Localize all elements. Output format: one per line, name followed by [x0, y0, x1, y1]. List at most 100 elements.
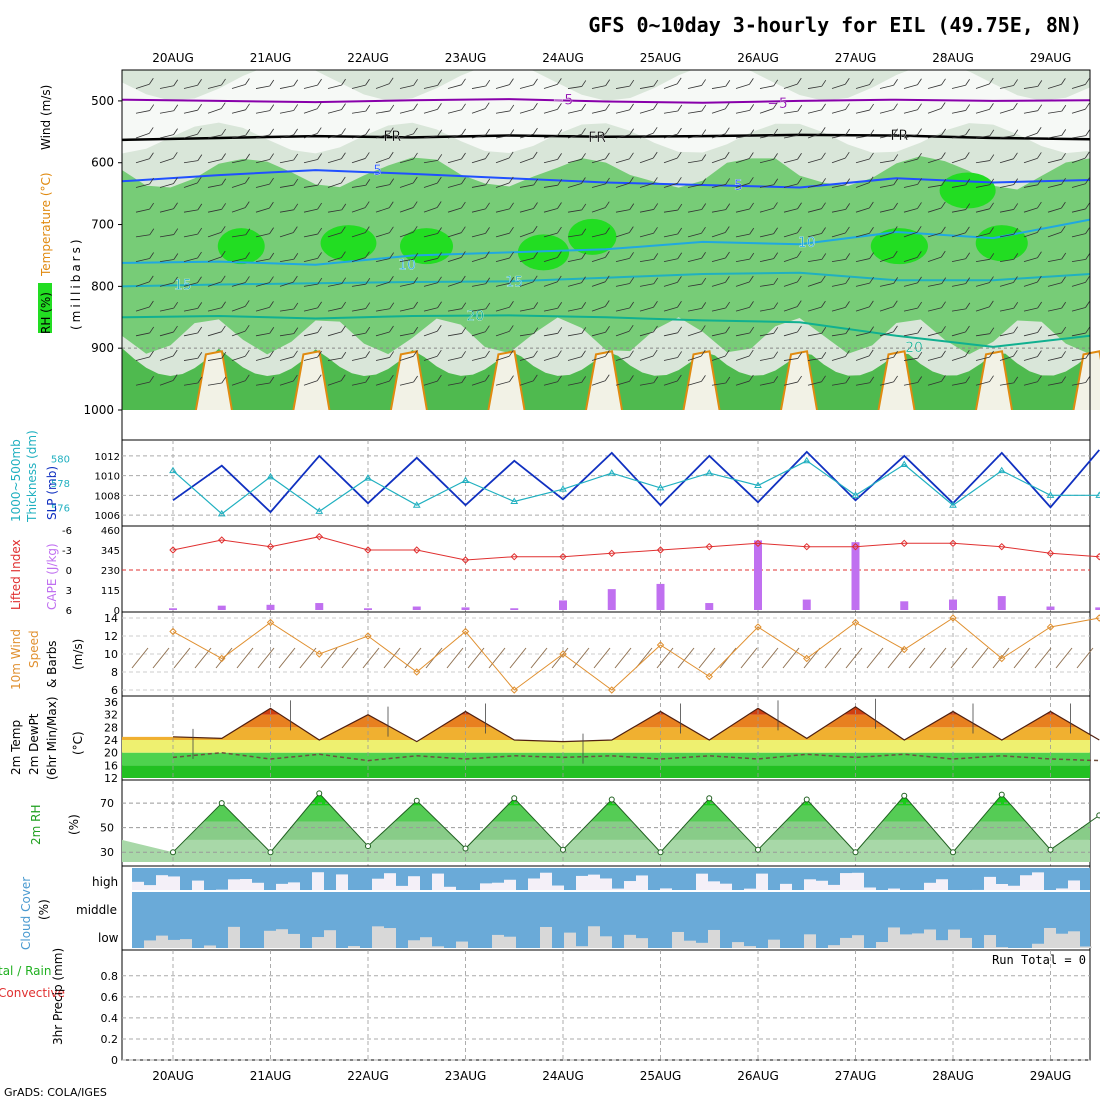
- wind-barb: [879, 381, 894, 386]
- surface-heating-contour: [975, 350, 1013, 411]
- wind-barb: [783, 158, 798, 164]
- temp2m-tick-36: 36: [104, 696, 118, 709]
- wind-barb-flag: [557, 301, 563, 309]
- wind-barb: [855, 207, 870, 213]
- cape-bar: [315, 603, 324, 610]
- wind-barb-flag: [1036, 226, 1042, 233]
- wind-barb-flag: [244, 201, 250, 208]
- wind-barb-flag: [317, 178, 323, 186]
- cloud-middle-label: middle: [76, 903, 117, 917]
- wind-barb-flag: [581, 276, 586, 284]
- li-point: [900, 539, 908, 548]
- thickness-point: [1046, 491, 1055, 498]
- wind-barb: [423, 282, 438, 287]
- wind-barb: [471, 158, 486, 164]
- contour-label-−5: −5: [553, 93, 574, 109]
- wind-barb: [759, 283, 774, 287]
- wind-barb: [975, 160, 990, 164]
- wind-barb-flag: [796, 300, 802, 307]
- cloud-high-gap: [816, 880, 828, 890]
- cloud-low-gap: [156, 935, 168, 948]
- cloud-low-gap: [696, 942, 708, 948]
- cape-bar: [364, 608, 372, 610]
- wind-barb: [375, 184, 390, 188]
- wind-barb: [159, 259, 174, 263]
- wind-barb-flag: [509, 251, 514, 259]
- wind-barb: [807, 306, 822, 312]
- wind-barb-flag: [485, 227, 490, 234]
- wind-barb: [1047, 258, 1062, 263]
- wind-barb: [663, 83, 678, 89]
- wind-barb: [807, 85, 822, 89]
- wind-barb: [783, 256, 798, 263]
- cloud-high-gap: [192, 880, 204, 890]
- wind-barb: [687, 380, 702, 386]
- wind-barb: [687, 257, 702, 263]
- wind10-barb: [614, 647, 632, 669]
- wind-barb: [399, 109, 414, 114]
- wind-barb: [927, 184, 942, 188]
- wind-barb-flag: [148, 127, 154, 134]
- li-tick-3: 3: [66, 586, 72, 597]
- slp-frame: [121, 439, 1091, 527]
- rh2m-point: [218, 800, 225, 807]
- wind-barb: [279, 184, 294, 188]
- wind-barb: [1023, 184, 1038, 188]
- rh2m-point: [316, 790, 323, 797]
- wind-barb: [375, 258, 390, 263]
- wind-barb: [711, 209, 726, 213]
- wind10-label-3: & Barbs: [45, 640, 59, 688]
- wind-barb: [303, 208, 318, 213]
- wind-barb-flag: [1013, 302, 1019, 309]
- wind-barb: [807, 183, 822, 188]
- wind-barb-flag: [509, 226, 514, 234]
- wind-barb-flag: [797, 325, 802, 333]
- cloud-high-gap: [720, 883, 732, 890]
- wind-barb: [735, 182, 750, 188]
- wind-barb-flag: [365, 376, 371, 383]
- bottom-date-24AUG: 24AUG: [542, 1069, 584, 1083]
- wind-barb: [1047, 158, 1062, 164]
- wind-barb-flag: [245, 78, 250, 85]
- wind10-barb: [929, 647, 947, 669]
- cloud-low-gap: [384, 928, 396, 948]
- cape-bar: [412, 606, 421, 610]
- wind-barb-flag: [341, 251, 346, 258]
- thickness-line: [172, 460, 1100, 515]
- cloud-panel: [121, 865, 1092, 951]
- wind-barb: [255, 159, 270, 164]
- wind-barb-flag: [797, 202, 802, 209]
- wind-barb-flag: [1085, 253, 1091, 260]
- cloud-high-gap: [1020, 875, 1032, 890]
- contour-label-FR: FR: [383, 129, 401, 145]
- wind-barb: [183, 282, 198, 287]
- wind-barb: [903, 256, 918, 263]
- wind-barb-flag: [581, 103, 586, 111]
- wind-barb-flag: [221, 153, 226, 160]
- cape-tick-345: 345: [101, 546, 120, 557]
- cloud-high-gap: [156, 875, 168, 890]
- rh-label: RH (%): [39, 292, 53, 334]
- wind10-point: [754, 623, 762, 631]
- wind-barb: [951, 158, 966, 164]
- cape-tick-230: 230: [101, 566, 120, 577]
- wind-barb: [735, 380, 750, 386]
- bottom-date-22AUG: 22AUG: [347, 1069, 389, 1083]
- temperature-label: Temperature (°C): [39, 172, 53, 277]
- contour-10: [121, 218, 1091, 266]
- wind-barb: [159, 208, 174, 213]
- wind-barb-flag: [605, 127, 610, 135]
- wind-barb-flag: [725, 276, 730, 283]
- wind-barb: [759, 158, 774, 164]
- wind-barb-flag: [244, 324, 250, 332]
- wind-barb-flag: [629, 79, 635, 87]
- wind-barb-flag: [989, 103, 994, 110]
- wind-barb-flag: [1013, 228, 1019, 235]
- cloud-high-gap: [276, 883, 288, 890]
- thickness-point: [754, 481, 762, 488]
- wind-barb-flag: [605, 350, 610, 357]
- wind-barb-flag: [461, 103, 466, 111]
- wind-barb: [447, 84, 462, 89]
- wind-barb-flag: [293, 79, 299, 86]
- wind10-barb: [1013, 647, 1031, 669]
